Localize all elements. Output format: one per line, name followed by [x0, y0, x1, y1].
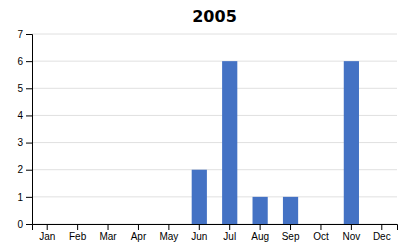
y-tick: 0 — [17, 219, 32, 230]
title: 2005 — [192, 7, 237, 26]
x-tick: Feb — [69, 224, 87, 242]
x-tick-label: Apr — [131, 231, 147, 242]
plot-area: 0 1 2 3 4 5 6 7 Jan Feb Mar Apr May Jun Jul Aug Sep Oct No… — [17, 29, 397, 242]
grid-line — [32, 169, 397, 170]
bar — [283, 197, 298, 224]
x-tick-label: Jul — [223, 231, 236, 242]
bar — [100, 224, 115, 225]
x-tick-label: Mar — [99, 231, 117, 242]
x-tick: Sep — [282, 224, 300, 242]
x-tick-mark — [229, 224, 230, 230]
y-axis: 0 1 2 3 4 5 6 7 — [17, 29, 32, 230]
bar — [161, 224, 176, 225]
x-tick-mark — [381, 224, 382, 230]
grid — [32, 34, 397, 224]
x-tick-mark — [351, 224, 352, 230]
y-tick-mark — [26, 115, 32, 116]
y-tick-label: 4 — [17, 110, 23, 121]
y-tick-label: 3 — [17, 137, 23, 148]
y-tick-mark — [26, 197, 32, 198]
bar — [313, 224, 328, 225]
y-axis-line — [26, 35, 33, 225]
x-tick-mark — [47, 224, 48, 230]
x-axis: Jan Feb Mar Apr May Jun Jul Aug Sep Oct Nov Dec — [33, 224, 398, 242]
x-tick-label: Oct — [313, 231, 329, 242]
y-tick-mark — [26, 170, 32, 171]
x-tick-label: Jan — [39, 231, 55, 242]
y-tick: 7 — [17, 29, 32, 40]
bar — [222, 61, 237, 224]
y-tick-label: 1 — [17, 192, 23, 203]
bar — [374, 224, 389, 225]
grid-line — [32, 88, 397, 89]
bar — [70, 224, 85, 225]
x-axis-line — [33, 225, 398, 231]
y-tick-mark — [26, 34, 32, 35]
grid-line — [32, 115, 397, 116]
x-tick-mark — [260, 224, 261, 230]
y-tick-label: 2 — [17, 164, 23, 175]
x-tick-mark — [108, 224, 109, 230]
y-tick: 2 — [17, 164, 32, 175]
x-tick-mark — [168, 224, 169, 230]
x-tick: Nov — [342, 224, 360, 242]
bar — [344, 61, 359, 224]
grid-line — [32, 142, 397, 143]
x-tick: Apr — [131, 224, 147, 242]
x-tick-label: Dec — [373, 231, 391, 242]
bar — [253, 197, 268, 224]
x-tick: Jul — [223, 224, 236, 242]
x-tick: Mar — [99, 224, 117, 242]
grid-line — [32, 196, 397, 197]
x-tick-mark — [199, 224, 200, 230]
y-tick-label: 6 — [17, 56, 23, 67]
x-tick-label: Feb — [69, 231, 87, 242]
grid-line — [32, 61, 397, 62]
y-tick-label: 0 — [17, 219, 23, 230]
bars — [192, 61, 359, 224]
x-tick: May — [159, 224, 178, 242]
x-tick-mark — [138, 224, 139, 230]
x-tick-label: Nov — [342, 231, 360, 242]
x-tick-mark — [77, 224, 78, 230]
bar — [40, 224, 55, 225]
bar — [192, 170, 207, 224]
y-tick-mark — [26, 88, 32, 89]
x-tick: Jun — [191, 224, 207, 242]
y-tick-label: 5 — [17, 83, 23, 94]
y-tick-mark — [26, 224, 32, 225]
x-tick-label: Jun — [191, 231, 207, 242]
y-tick: 6 — [17, 56, 32, 67]
y-tick-label: 7 — [17, 29, 23, 40]
x-tick: Dec — [373, 224, 391, 242]
x-tick-mark — [290, 224, 291, 230]
grid-line — [32, 34, 397, 35]
x-tick-label: Aug — [251, 231, 269, 242]
x-tick: Aug — [251, 224, 269, 242]
y-tick: 5 — [17, 83, 32, 94]
x-tick-mark — [320, 224, 321, 230]
y-tick-mark — [26, 143, 32, 144]
x-tick: Jan — [39, 224, 55, 242]
y-tick-mark — [26, 61, 32, 62]
bar — [131, 224, 146, 225]
x-tick: Oct — [313, 224, 329, 242]
x-tick-label: Sep — [282, 231, 300, 242]
y-tick: 1 — [17, 192, 32, 203]
y-tick: 4 — [17, 110, 32, 121]
x-tick-label: May — [159, 231, 178, 242]
y-tick: 3 — [17, 137, 32, 148]
chart-svg: 0 1 2 3 4 5 6 7 Jan Feb Mar Apr May Jun Jul Aug Sep Oct No… — [0, 0, 409, 250]
